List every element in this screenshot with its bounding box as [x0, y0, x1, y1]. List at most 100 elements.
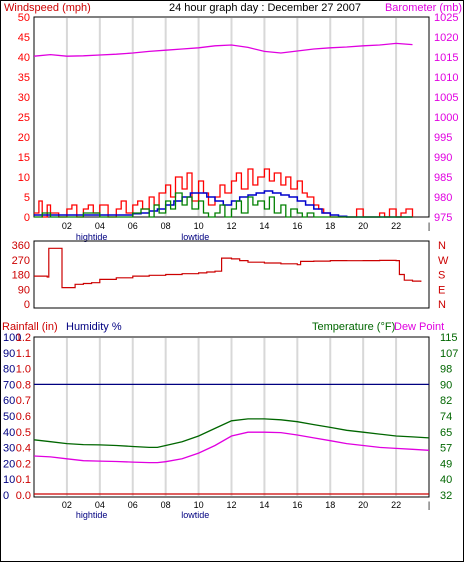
temperature-tick-label: 74 — [440, 411, 452, 423]
x-tick-label: 18 — [325, 221, 335, 231]
humidity-tick-label: 70 — [3, 379, 15, 391]
x-tick-label: 20 — [358, 221, 368, 231]
barometer-tick-label: 985 — [434, 172, 452, 184]
rain-tick-label: 0.4 — [16, 443, 31, 455]
x-tick-label: 04 — [95, 221, 105, 231]
chart-title: 24 hour graph day : December 27 2007 — [169, 2, 361, 14]
temperature-tick-label: 32 — [440, 490, 452, 502]
x-tick-label: 02 — [62, 500, 72, 510]
windspeed-tick-label: 40 — [18, 52, 30, 64]
rain-tick-label: 0.0 — [16, 490, 31, 502]
humidity-axis-label: Humidity % — [66, 321, 122, 333]
temperature-tick-label: 40 — [440, 474, 452, 486]
rain-tick-label: 0.6 — [16, 411, 31, 423]
humidity-tick-label: 10 — [3, 474, 15, 486]
compass-label: S — [438, 270, 445, 282]
temperature-tick-label: 107 — [440, 348, 458, 360]
x-tick-label: 16 — [292, 500, 302, 510]
rain-tick-label: 0.2 — [16, 458, 31, 470]
compass-label: N — [438, 240, 446, 252]
windspeed-tick-label: 0 — [24, 212, 30, 224]
dewpoint-axis-label: Dew Point — [394, 321, 444, 333]
windspeed-tick-label: 5 — [24, 192, 30, 204]
speed-series-line — [34, 192, 413, 218]
x-tick-label: 06 — [128, 500, 138, 510]
rain-tick-label: 0.7 — [16, 395, 31, 407]
rain-tick-label: 1.1 — [16, 348, 31, 360]
tide-label: lowtide — [181, 232, 209, 242]
x-tick-label: 08 — [161, 221, 171, 231]
barometer-tick-label: 990 — [434, 152, 452, 164]
rain-tick-label: 1.2 — [16, 332, 31, 344]
x-tick-label: 10 — [194, 500, 204, 510]
humidity-tick-label: 30 — [3, 443, 15, 455]
temperature-series-line — [33, 418, 430, 449]
compass-label: W — [438, 255, 449, 267]
humidity-tick-label: 20 — [3, 458, 15, 470]
humidity-tick-label: 60 — [3, 395, 15, 407]
x-tick-label: 06 — [128, 221, 138, 231]
x-tick-label: 18 — [325, 500, 335, 510]
x-tick-label: 02 — [62, 221, 72, 231]
temperature-panel-frame — [33, 336, 430, 498]
barometer-tick-label: 1015 — [434, 52, 458, 64]
x-tick-label: 22 — [391, 221, 401, 231]
barometer-tick-label: 1020 — [434, 32, 458, 44]
barometer-series-line — [33, 42, 413, 57]
rain-tick-label: 1.0 — [16, 364, 31, 376]
barometer-tick-label: 975 — [434, 212, 452, 224]
barometer-tick-label: 1010 — [434, 72, 458, 84]
rain-tick-label: 0.5 — [16, 427, 31, 439]
windspeed-tick-label: 35 — [18, 72, 30, 84]
humidity-tick-label: 50 — [3, 411, 15, 423]
temperature-tick-label: 82 — [440, 395, 452, 407]
direction-tick-label: 90 — [18, 284, 30, 296]
direction-tick-label: 180 — [12, 270, 30, 282]
x-tick-label: 22 — [391, 500, 401, 510]
x-tick-label: 12 — [226, 221, 236, 231]
x-tick-label: 12 — [226, 500, 236, 510]
temperature-tick-label: 65 — [440, 427, 452, 439]
temperature-tick-label: 49 — [440, 458, 452, 470]
windspeed-axis-label: Windspeed (mph) — [4, 2, 91, 14]
humidity-tick-label: 80 — [3, 364, 15, 376]
barometer-tick-label: 1005 — [434, 92, 458, 104]
temperature-tick-label: 98 — [440, 364, 452, 376]
windspeed-tick-label: 50 — [18, 12, 30, 24]
windspeed-tick-label: 15 — [18, 152, 30, 164]
x-tick-label: 14 — [259, 221, 269, 231]
windspeed-tick-label: 45 — [18, 32, 30, 44]
tide-label: hightide — [76, 232, 108, 242]
humidity-tick-label: 0 — [3, 490, 9, 502]
windspeed-tick-label: 10 — [18, 172, 30, 184]
x-tick-label: | — [428, 221, 430, 231]
temperature-tick-label: 57 — [440, 443, 452, 455]
windspeed-tick-label: 25 — [18, 112, 30, 124]
x-tick-label: 14 — [259, 500, 269, 510]
direction-tick-label: 360 — [12, 240, 30, 252]
humidity-tick-label: 100 — [3, 332, 21, 344]
rainfall-axis-label: Rainfall (in) — [2, 321, 58, 333]
windspeed-tick-label: 30 — [18, 92, 30, 104]
rain-tick-label: 0.8 — [16, 379, 31, 391]
tide-label: lowtide — [181, 510, 209, 520]
gust-series-line — [34, 168, 414, 218]
tide-label: hightide — [76, 510, 108, 520]
temperature-axis-label: Temperature (°F) — [312, 321, 395, 333]
dewpoint-series-line — [33, 431, 430, 464]
direction-panel-frame — [33, 240, 430, 309]
compass-label: E — [438, 284, 445, 296]
temperature-tick-label: 90 — [440, 379, 452, 391]
barometer-tick-label: 1025 — [434, 12, 458, 24]
barometer-tick-label: 980 — [434, 192, 452, 204]
x-tick-label: 08 — [161, 500, 171, 510]
barometer-tick-label: 995 — [434, 132, 452, 144]
windspeed-tick-label: 20 — [18, 132, 30, 144]
barometer-tick-label: 1000 — [434, 112, 458, 124]
humidity-tick-label: 40 — [3, 427, 15, 439]
x-tick-label: | — [428, 500, 430, 510]
direction-series-line — [34, 247, 422, 289]
